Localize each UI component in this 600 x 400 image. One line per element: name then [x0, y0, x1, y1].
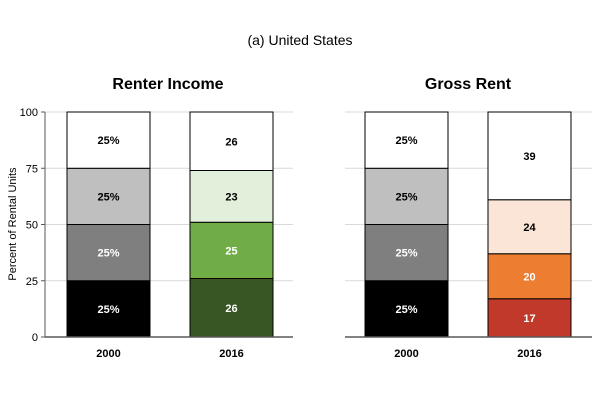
x-tick-label: 2000 [96, 348, 120, 360]
bar-segment-2016 [487, 111, 572, 201]
bar-segment-2016 [189, 111, 274, 171]
x-tick-label: 2000 [394, 348, 418, 360]
bar-segment-2016 [189, 170, 274, 223]
data-label: 26 [225, 136, 237, 148]
data-label: 17 [523, 313, 535, 325]
bar-segment-2000 [66, 224, 151, 282]
x-tick-label: 2016 [517, 348, 541, 360]
data-label: 25% [97, 304, 119, 316]
y-axis-label: Percent of Rental Units [7, 167, 19, 281]
data-label: 25% [97, 191, 119, 203]
bar-segment-2000 [66, 111, 151, 169]
data-label: 25% [97, 248, 119, 260]
panel-title-renter-income: Renter Income [112, 76, 223, 93]
y-tick-label: 50 [26, 220, 38, 232]
bar-segment-2000 [364, 280, 449, 338]
data-label: 25% [395, 304, 417, 316]
y-tick-label: 75 [26, 163, 38, 175]
y-tick-label: 25 [26, 276, 38, 288]
y-tick-label: 100 [20, 107, 38, 119]
data-label: 25% [395, 248, 417, 260]
data-label: 25% [395, 135, 417, 147]
bar-segment-2000 [364, 224, 449, 282]
panel-title-gross-rent: Gross Rent [425, 76, 512, 93]
bar-segment-2016 [487, 253, 572, 300]
data-label: 25% [97, 135, 119, 147]
bar-segment-2016 [487, 199, 572, 255]
figure-title: (a) United States [247, 32, 352, 48]
y-tick-label: 0 [32, 332, 38, 344]
data-label: 23 [225, 191, 237, 203]
data-label: 25 [225, 245, 237, 257]
data-label: 26 [225, 303, 237, 315]
bar-segment-2016 [189, 278, 274, 338]
bar-segment-2000 [66, 167, 151, 225]
x-tick-label: 2016 [219, 348, 243, 360]
data-label: 25% [395, 191, 417, 203]
bar-segment-2000 [364, 167, 449, 225]
bar-segment-2016 [189, 221, 274, 279]
data-label: 39 [523, 151, 535, 163]
data-label: 24 [523, 222, 536, 234]
data-label: 20 [523, 271, 535, 283]
bar-segment-2000 [364, 111, 449, 169]
bar-segment-2016 [487, 298, 572, 338]
